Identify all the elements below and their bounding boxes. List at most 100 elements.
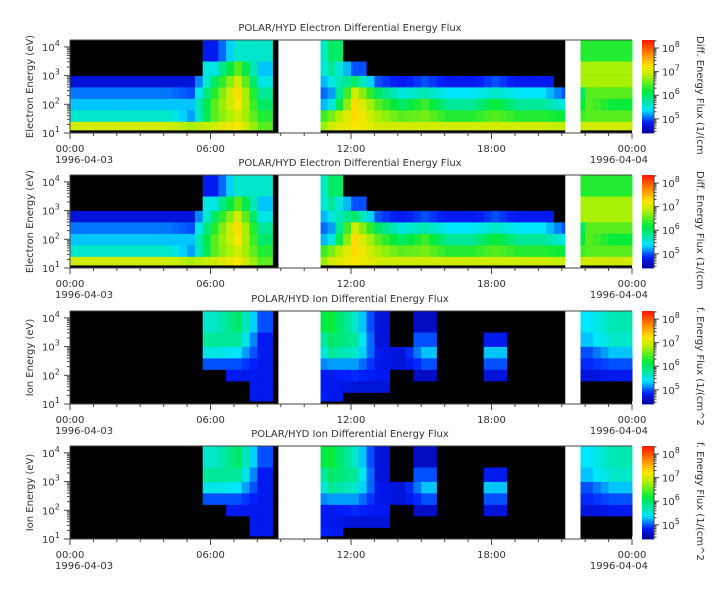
heatmap-cell <box>116 196 126 211</box>
heatmap-cell <box>179 392 188 402</box>
heatmap-cell <box>374 40 383 62</box>
heatmap-cell <box>592 369 602 382</box>
y-axis-label: Ion Energy (eV) <box>25 454 36 532</box>
heatmap-cell <box>382 110 391 122</box>
heatmap-cell <box>507 481 516 494</box>
heatmap-cell <box>179 233 188 246</box>
colorbar-segment <box>642 247 654 250</box>
heatmap-cell <box>327 467 336 482</box>
heatmap-cell <box>483 527 492 537</box>
heatmap-cell <box>132 61 141 76</box>
heatmap-cell <box>522 446 532 468</box>
heatmap-cell <box>343 446 352 468</box>
heatmap-cell <box>577 210 586 223</box>
colorbar-segment <box>642 56 654 60</box>
heatmap-cell <box>530 332 539 347</box>
heatmap-cell <box>265 493 274 505</box>
heatmap-cell <box>148 210 157 223</box>
y-tick-label: 104 <box>42 310 60 325</box>
y-tick-base: 10 <box>42 371 55 382</box>
heatmap-cell <box>155 175 165 197</box>
heatmap-cell <box>374 332 383 347</box>
heatmap-cell <box>171 346 180 359</box>
heatmap-cell <box>319 346 329 359</box>
heatmap-cell <box>163 369 172 382</box>
heatmap-cell <box>319 61 329 76</box>
heatmap-cell <box>77 346 87 359</box>
heatmap-cell <box>538 311 547 333</box>
colorbar-segment <box>642 511 654 514</box>
heatmap-cell <box>390 61 399 76</box>
heatmap-cell <box>218 75 227 88</box>
heatmap-cell <box>553 516 563 528</box>
heatmap-cell <box>265 358 274 370</box>
heatmap-cell <box>444 311 453 333</box>
heatmap-cell <box>327 75 336 88</box>
heatmap-cell <box>600 369 610 382</box>
heatmap-cell <box>233 61 243 76</box>
heatmap-cell <box>85 61 94 76</box>
heatmap-cell <box>257 75 266 88</box>
colorbar-segment <box>642 212 654 215</box>
heatmap-cell <box>163 311 172 333</box>
colorbar-segment <box>642 476 654 479</box>
heatmap-cell <box>93 175 102 197</box>
heatmap-cell <box>272 332 282 347</box>
heatmap-cell <box>202 121 211 131</box>
colorbar-segment <box>642 534 654 538</box>
y-tick-exponent: 1 <box>55 396 60 405</box>
heatmap-cell <box>343 332 352 347</box>
heatmap-cell <box>608 245 617 257</box>
heatmap-cell <box>429 493 438 505</box>
colorbar-segment <box>642 98 654 101</box>
heatmap-cell <box>444 61 453 76</box>
heatmap-cell <box>624 175 633 197</box>
heatmap-cell <box>397 467 407 482</box>
heatmap-cell <box>616 40 625 62</box>
heatmap-cell <box>530 61 539 76</box>
heatmap-cell <box>390 110 399 122</box>
heatmap-cell <box>491 346 500 359</box>
data-gap <box>278 311 321 405</box>
heatmap-cell <box>468 392 477 402</box>
heatmap-cell <box>218 311 227 333</box>
heatmap-cell <box>226 98 235 111</box>
colorbar-tick-base: 10 <box>662 250 675 261</box>
heatmap-cell <box>343 175 352 197</box>
colorbar-segment <box>642 452 654 456</box>
heatmap-cell <box>553 381 563 393</box>
heatmap-cell <box>436 358 446 370</box>
heatmap-cell <box>77 527 87 537</box>
heatmap-cell <box>592 233 602 246</box>
heatmap-cell <box>132 481 141 494</box>
heatmap-cell <box>351 210 360 223</box>
heatmap-cell <box>319 504 329 517</box>
heatmap-cell <box>538 222 547 234</box>
heatmap-cell <box>319 87 329 99</box>
heatmap-cell <box>140 196 149 211</box>
colorbar-segment <box>642 251 654 255</box>
heatmap-cell <box>101 110 110 122</box>
heatmap-cell <box>257 245 266 257</box>
heatmap-cell <box>85 222 94 234</box>
heatmap-cell <box>538 98 547 111</box>
heatmap-cell <box>358 481 368 494</box>
colorbar-segment <box>642 240 654 243</box>
heatmap-cell <box>319 175 329 197</box>
colorbar-segment <box>642 91 654 94</box>
heatmap-cell <box>210 332 219 347</box>
heatmap-cell <box>179 311 188 333</box>
heatmap-cell <box>592 358 602 370</box>
heatmap-cell <box>85 175 94 197</box>
heatmap-cell <box>553 245 563 257</box>
heatmap-cell <box>499 504 508 517</box>
heatmap-cell <box>233 311 243 333</box>
heatmap-cell <box>171 210 180 223</box>
heatmap-cell <box>93 222 102 234</box>
heatmap-cell <box>616 493 625 505</box>
heatmap-cell <box>507 332 516 347</box>
heatmap-cell <box>171 75 180 88</box>
heatmap-cell <box>194 311 204 333</box>
heatmap-cell <box>530 516 539 528</box>
x-tick-label: 00:00 <box>618 144 647 155</box>
